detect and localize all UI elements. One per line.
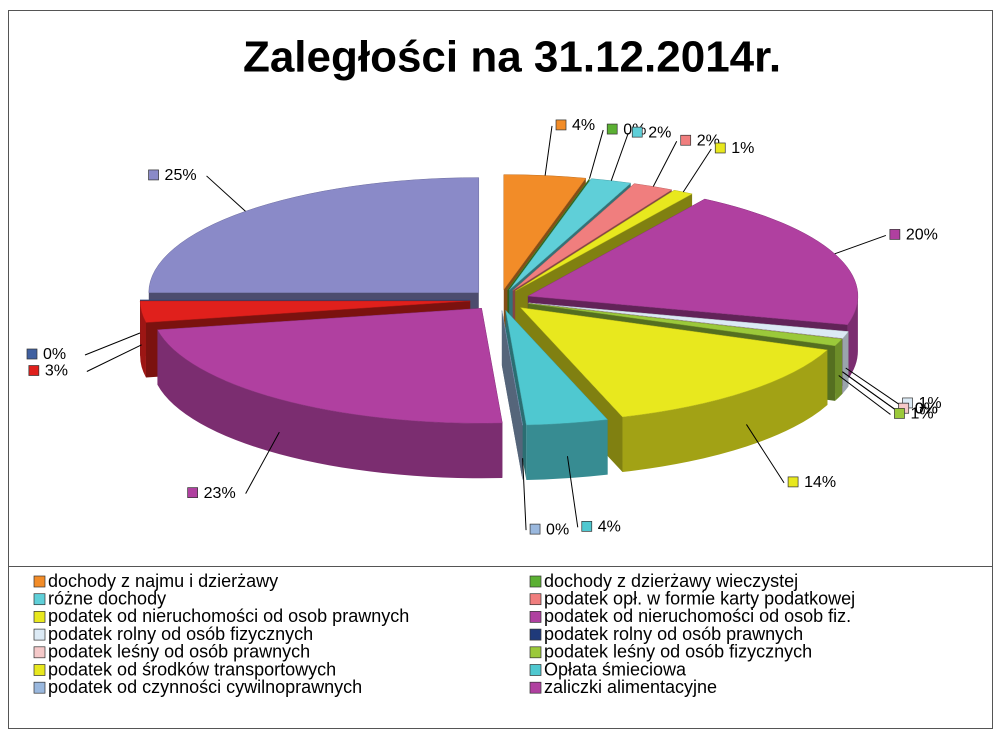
slice xyxy=(139,300,471,323)
leader-line xyxy=(566,456,579,528)
legend-marker xyxy=(529,628,542,641)
slice xyxy=(505,309,609,426)
slice xyxy=(528,303,843,347)
leader-line xyxy=(652,141,678,187)
data-label: 1% xyxy=(910,406,933,423)
data-label: 23% xyxy=(204,485,236,502)
label-marker xyxy=(889,229,901,240)
data-label: 4% xyxy=(572,117,595,134)
slice xyxy=(503,174,587,291)
legend-label: dochody z dzierżawy wieczystej xyxy=(544,571,798,591)
data-label: 0% xyxy=(915,400,938,417)
slice xyxy=(528,302,849,339)
leader-line xyxy=(845,367,899,405)
legend-marker xyxy=(33,575,46,588)
leader-line xyxy=(544,125,553,176)
leader-line xyxy=(522,458,527,531)
chart-title: Zaległości na 31.12.2014r. xyxy=(243,33,781,82)
legend-marker xyxy=(529,575,542,588)
slice-side xyxy=(847,296,858,380)
data-label: 1% xyxy=(919,395,942,412)
data-label: 20% xyxy=(906,227,938,244)
label-marker xyxy=(581,520,593,532)
label-marker xyxy=(26,348,38,360)
data-label: 2% xyxy=(648,124,671,141)
data-label: 0% xyxy=(43,346,66,363)
legend-marker xyxy=(529,593,542,606)
legend-marker xyxy=(33,593,46,606)
label-marker xyxy=(606,123,618,135)
label-marker xyxy=(529,523,541,535)
slice xyxy=(148,177,480,293)
label-marker xyxy=(631,126,643,138)
slice xyxy=(507,178,590,291)
legend-label: dochody z najmu i dzierżawy xyxy=(48,571,278,591)
data-label: 0% xyxy=(546,521,569,538)
legend-marker xyxy=(529,681,542,694)
slice xyxy=(528,302,843,340)
legend-label: podatek leśny od osób prawnych xyxy=(48,642,310,662)
legend-label: podatek leśny od osób fizycznych xyxy=(544,642,812,662)
slice-side xyxy=(157,329,503,479)
slice xyxy=(157,307,503,424)
data-label: 4% xyxy=(598,519,621,536)
legend-marker xyxy=(33,611,46,623)
leader-line xyxy=(610,132,629,181)
leader-line xyxy=(682,148,712,193)
slice-side xyxy=(526,419,608,481)
leader-line xyxy=(746,424,785,484)
data-label: 2% xyxy=(697,132,720,149)
leader-line xyxy=(842,371,895,410)
slice xyxy=(519,307,828,418)
legend-label: podatek od czynności cywilnoprawnych xyxy=(48,677,362,697)
slice-side xyxy=(842,331,849,394)
legend-label: podatek od środków transportowych xyxy=(48,659,336,679)
legend-label: podatek od nieruchomości od osob prawnyc… xyxy=(48,606,409,626)
label-marker xyxy=(787,476,799,488)
label-marker xyxy=(894,408,905,419)
legend-label: podatek od nieruchomości od osob fiz. xyxy=(544,606,851,626)
leader-line xyxy=(206,175,246,212)
legend-marker xyxy=(33,681,46,694)
slice xyxy=(527,198,859,326)
label-marker xyxy=(148,169,159,181)
leader-line xyxy=(834,234,887,255)
label-marker xyxy=(714,142,726,154)
legend-marker xyxy=(33,664,46,676)
leader-line xyxy=(84,332,141,356)
legend-label: podatek rolny od osób prawnych xyxy=(544,624,803,644)
legend-label: różne dochody xyxy=(48,588,166,608)
slice-cut-face xyxy=(501,310,523,481)
label-marker xyxy=(187,487,198,498)
legend-marker xyxy=(529,664,542,676)
legend-label: podatek opł. w formie karty podatkowej xyxy=(544,588,855,608)
data-label: 14% xyxy=(804,474,836,491)
legend-marker xyxy=(529,646,542,659)
slice xyxy=(515,189,693,292)
leader-line xyxy=(838,375,891,415)
label-marker xyxy=(28,365,40,376)
legend-label: Opłata śmieciowa xyxy=(544,659,687,679)
legend-label: podatek rolny od osób fizycznych xyxy=(48,624,313,644)
leader-line xyxy=(86,344,142,372)
leader-line xyxy=(589,129,604,179)
legend-marker xyxy=(529,611,542,623)
legend-marker xyxy=(33,628,46,641)
legend-label: zaliczki alimentacyjne xyxy=(544,677,717,697)
data-label: 25% xyxy=(165,167,197,184)
data-label: 3% xyxy=(45,363,68,380)
label-marker xyxy=(680,134,692,146)
data-label: 1% xyxy=(731,140,754,157)
legend-marker xyxy=(33,646,46,659)
leader-line xyxy=(245,431,280,494)
data-label: 0% xyxy=(915,400,938,417)
slice-side xyxy=(835,339,843,401)
label-marker xyxy=(555,119,567,131)
